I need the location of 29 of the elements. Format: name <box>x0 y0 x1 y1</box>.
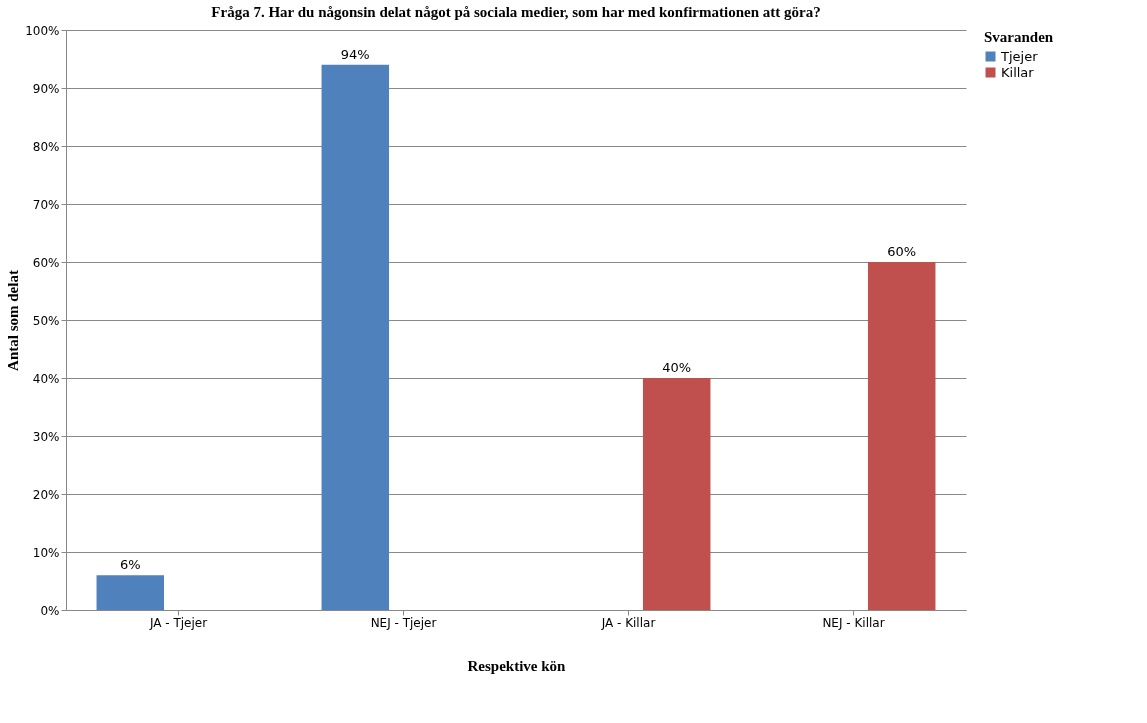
y-tick-label: 40% <box>32 371 60 386</box>
bar <box>96 575 165 610</box>
bar <box>321 64 390 610</box>
x-tick-label: NEJ - Tjejer <box>370 615 437 630</box>
legend-label: Killar <box>1001 64 1035 80</box>
y-tick-label: 80% <box>32 139 60 154</box>
x-tick-label: JA - Tjejer <box>148 615 208 630</box>
x-axis-title: Respektive kön <box>467 657 567 674</box>
x-tick-label: NEJ - Killar <box>822 615 885 630</box>
y-tick-label: 30% <box>32 429 60 444</box>
data-label: 60% <box>887 244 917 259</box>
data-label: 6% <box>119 557 141 573</box>
y-tick-label: 90% <box>32 81 60 96</box>
y-tick-label: 70% <box>32 197 60 212</box>
y-tick-label: 10% <box>32 545 60 560</box>
chart-title: Fråga 7. Har du någonsin delat något på sociala medier, som har med konfirmationen att göra? <box>211 4 821 20</box>
legend-title: Svaranden <box>984 29 1054 45</box>
bar <box>867 262 936 610</box>
bar <box>642 378 711 610</box>
y-axis-title: Antal som delat <box>5 270 22 371</box>
x-tick-label: JA - Killar <box>600 615 656 630</box>
y-tick-label: 100% <box>25 23 60 38</box>
y-tick-label: 0% <box>40 603 60 618</box>
y-tick-label: 50% <box>32 313 60 328</box>
y-tick-label: 60% <box>32 255 60 270</box>
legend-label: Tjejer <box>1000 48 1039 64</box>
y-tick-label: 20% <box>32 487 60 502</box>
data-label: 94% <box>340 46 370 62</box>
data-label: 40% <box>662 360 692 375</box>
